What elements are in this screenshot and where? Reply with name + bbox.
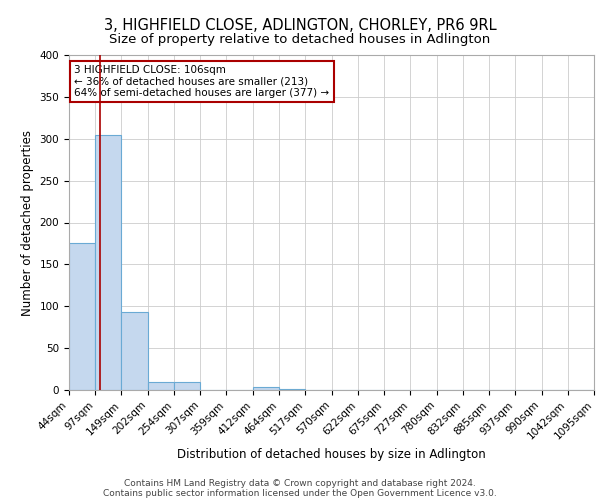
Text: Contains HM Land Registry data © Crown copyright and database right 2024.: Contains HM Land Registry data © Crown c…	[124, 478, 476, 488]
X-axis label: Distribution of detached houses by size in Adlington: Distribution of detached houses by size …	[177, 448, 486, 461]
Bar	[95, 134, 121, 390]
Bar	[279, 389, 305, 390]
Bar	[174, 382, 200, 390]
Text: Size of property relative to detached houses in Adlington: Size of property relative to detached ho…	[109, 32, 491, 46]
Y-axis label: Number of detached properties: Number of detached properties	[21, 130, 34, 316]
Text: Contains public sector information licensed under the Open Government Licence v3: Contains public sector information licen…	[103, 488, 497, 498]
Bar	[148, 382, 174, 390]
Bar	[69, 244, 95, 390]
Bar	[121, 312, 148, 390]
Text: 3 HIGHFIELD CLOSE: 106sqm
← 36% of detached houses are smaller (213)
64% of semi: 3 HIGHFIELD CLOSE: 106sqm ← 36% of detac…	[74, 65, 329, 98]
Bar	[253, 386, 279, 390]
Text: 3, HIGHFIELD CLOSE, ADLINGTON, CHORLEY, PR6 9RL: 3, HIGHFIELD CLOSE, ADLINGTON, CHORLEY, …	[104, 18, 496, 32]
